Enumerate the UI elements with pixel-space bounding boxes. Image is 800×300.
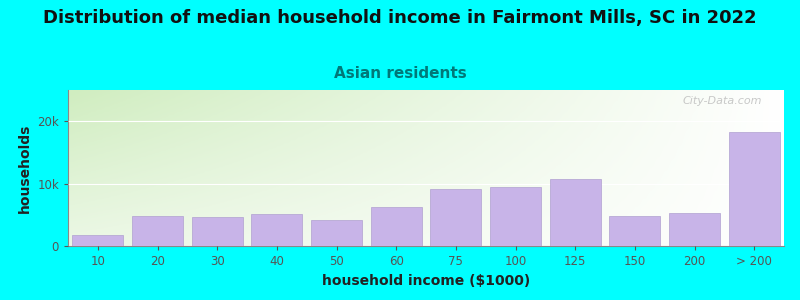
Text: City-Data.com: City-Data.com	[683, 96, 762, 106]
Y-axis label: households: households	[18, 123, 32, 213]
Bar	[311, 220, 362, 246]
Bar	[550, 178, 601, 246]
Bar	[610, 216, 660, 246]
Bar	[251, 214, 302, 246]
Bar	[669, 213, 720, 246]
Bar	[729, 132, 779, 246]
Bar	[132, 216, 183, 246]
Bar	[73, 235, 123, 246]
Bar	[192, 217, 242, 246]
Text: Asian residents: Asian residents	[334, 66, 466, 81]
X-axis label: household income ($1000): household income ($1000)	[322, 274, 530, 288]
Bar	[490, 187, 541, 246]
Text: Distribution of median household income in Fairmont Mills, SC in 2022: Distribution of median household income …	[43, 9, 757, 27]
Bar	[371, 207, 422, 246]
Bar	[430, 189, 481, 246]
